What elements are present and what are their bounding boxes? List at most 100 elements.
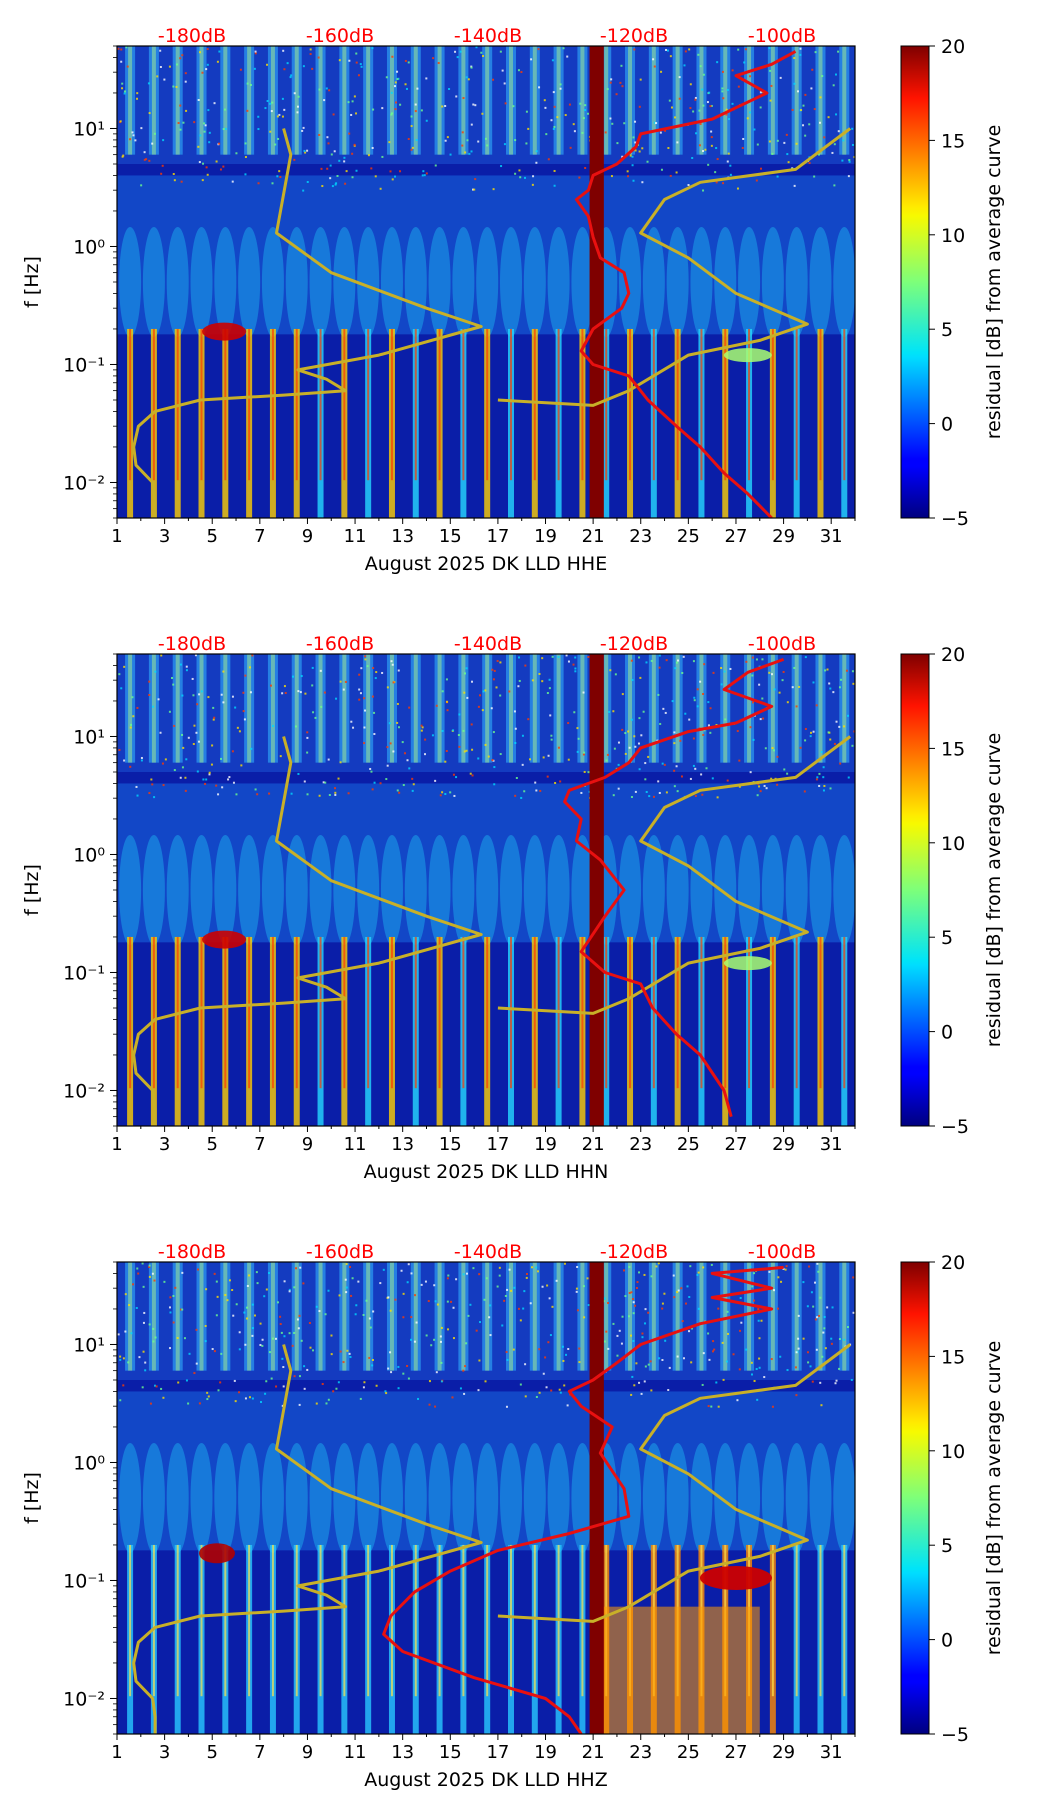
x-tick-label: 17 bbox=[486, 1134, 509, 1155]
y-tick-label: 10⁰ bbox=[73, 236, 105, 258]
y-tick-label: 10⁻¹ bbox=[63, 962, 105, 984]
x-tick-label: 13 bbox=[391, 526, 414, 547]
x-tick-label: 21 bbox=[582, 1742, 605, 1763]
spectrogram-heatmap bbox=[117, 654, 855, 1126]
spectrogram-heatmap bbox=[117, 1262, 855, 1734]
y-tick-label: 10¹ bbox=[73, 1334, 105, 1356]
db-scale-label: -160dB bbox=[306, 1241, 374, 1263]
y-tick-label: 10⁰ bbox=[73, 844, 105, 866]
x-tick-label: 11 bbox=[344, 1742, 367, 1763]
colorbar-tick-label: −5 bbox=[941, 508, 969, 530]
db-scale-label: -140dB bbox=[454, 1241, 522, 1263]
x-tick-label: 7 bbox=[254, 526, 265, 547]
x-tick-label: 23 bbox=[629, 526, 652, 547]
colorbar-tick-label: 10 bbox=[941, 1441, 965, 1463]
colorbar-label: residual [dB] from average curve bbox=[983, 125, 1005, 440]
y-axis-label: f [Hz] bbox=[21, 1472, 43, 1524]
db-scale-label: -160dB bbox=[306, 633, 374, 655]
x-tick-label: 27 bbox=[725, 1742, 748, 1763]
db-scale-label: -120dB bbox=[600, 1241, 668, 1263]
x-tick-label: 29 bbox=[772, 1134, 795, 1155]
y-tick-label: 10⁻¹ bbox=[63, 1570, 105, 1592]
x-tick-label: 9 bbox=[302, 1134, 313, 1155]
y-tick-label: 10⁰ bbox=[73, 1452, 105, 1474]
x-tick-label: 31 bbox=[820, 526, 843, 547]
spectrogram-heatmap bbox=[117, 46, 855, 518]
data-gap-bar bbox=[589, 46, 604, 518]
x-tick-label: 7 bbox=[254, 1742, 265, 1763]
colorbar-tick-label: 15 bbox=[941, 130, 965, 152]
x-tick-label: 27 bbox=[725, 526, 748, 547]
colorbar-tick-label: 0 bbox=[941, 1022, 953, 1044]
x-tick-label: 13 bbox=[391, 1742, 414, 1763]
y-tick-label: 10⁻¹ bbox=[63, 354, 105, 376]
colorbar-tick-label: 0 bbox=[941, 414, 953, 436]
x-tick-label: 11 bbox=[344, 526, 367, 547]
colorbar: 20 15 10 5 0 −5 residual [dB] from average cur… bbox=[900, 36, 1005, 530]
x-tick-label: 23 bbox=[629, 1134, 652, 1155]
x-tick-label: 5 bbox=[206, 1742, 217, 1763]
x-tick-label: 19 bbox=[534, 1134, 557, 1155]
yellow-reference-curve-b bbox=[497, 127, 852, 407]
y-tick-label: 10¹ bbox=[73, 118, 105, 140]
x-tick-label: 1 bbox=[111, 1134, 122, 1155]
x-tick-label: 3 bbox=[159, 1742, 170, 1763]
x-tick-label: 21 bbox=[582, 1134, 605, 1155]
x-tick-label: 1 bbox=[111, 526, 122, 547]
x-tick-label: 31 bbox=[820, 1134, 843, 1155]
x-tick-label: 15 bbox=[439, 526, 462, 547]
x-tick-label: 5 bbox=[206, 526, 217, 547]
db-scale-label: -100dB bbox=[748, 1241, 816, 1263]
x-tick-label: 3 bbox=[159, 526, 170, 547]
x-tick-label: 1 bbox=[111, 1742, 122, 1763]
x-tick-label: 15 bbox=[439, 1134, 462, 1155]
colorbar-tick-label: 10 bbox=[941, 833, 965, 855]
db-scale-label: -120dB bbox=[600, 633, 668, 655]
colorbar-tick-label: 20 bbox=[941, 1252, 965, 1274]
db-scale-label: -120dB bbox=[600, 25, 668, 47]
x-tick-label: 21 bbox=[582, 526, 605, 547]
x-tick-label: 25 bbox=[677, 1134, 700, 1155]
db-scale-label: -180dB bbox=[158, 633, 226, 655]
db-scale-label: -100dB bbox=[748, 25, 816, 47]
yellow-reference-curve bbox=[132, 1344, 483, 1734]
yellow-reference-curve-b bbox=[497, 735, 852, 1015]
data-gap-bar bbox=[589, 654, 604, 1126]
colorbar-tick-label: 5 bbox=[941, 1535, 953, 1557]
db-scale-label: -160dB bbox=[306, 25, 374, 47]
x-tick-label: 31 bbox=[820, 1742, 843, 1763]
x-tick-label: 5 bbox=[206, 1134, 217, 1155]
colorbar: 20 15 10 5 0 −5 residual [dB] from average cur… bbox=[900, 644, 1005, 1138]
x-tick-label: 17 bbox=[486, 526, 509, 547]
y-tick-label: 10⁻² bbox=[63, 472, 105, 494]
x-axis-label: August 2025 DK LLD HHZ bbox=[364, 1769, 607, 1791]
y-tick-label: 10¹ bbox=[73, 726, 105, 748]
x-tick-label: 27 bbox=[725, 1134, 748, 1155]
colorbar-tick-label: 0 bbox=[941, 1630, 953, 1652]
x-tick-label: 7 bbox=[254, 1134, 265, 1155]
y-axis-label: f [Hz] bbox=[21, 256, 43, 308]
yellow-reference-curve bbox=[132, 736, 483, 1126]
colorbar-tick-label: −5 bbox=[941, 1116, 969, 1138]
x-tick-label: 19 bbox=[534, 526, 557, 547]
db-scale-label: -100dB bbox=[748, 633, 816, 655]
colorbar-tick-label: 20 bbox=[941, 644, 965, 666]
colorbar: 20 15 10 5 0 −5 residual [dB] from average cur… bbox=[900, 1252, 1005, 1746]
colorbar-label: residual [dB] from average curve bbox=[983, 733, 1005, 1048]
x-tick-label: 3 bbox=[159, 1134, 170, 1155]
yellow-reference-curve-b bbox=[497, 1343, 852, 1623]
colorbar-tick-label: 5 bbox=[941, 927, 953, 949]
yellow-reference-curve bbox=[132, 128, 483, 518]
x-tick-label: 29 bbox=[772, 526, 795, 547]
x-axis-label: August 2025 DK LLD HHN bbox=[364, 1161, 609, 1183]
red-median-curve bbox=[382, 1265, 784, 1734]
x-tick-label: 13 bbox=[391, 1134, 414, 1155]
x-tick-label: 25 bbox=[677, 526, 700, 547]
x-tick-label: 23 bbox=[629, 1742, 652, 1763]
x-tick-label: 9 bbox=[302, 526, 313, 547]
db-scale-label: -180dB bbox=[158, 25, 226, 47]
